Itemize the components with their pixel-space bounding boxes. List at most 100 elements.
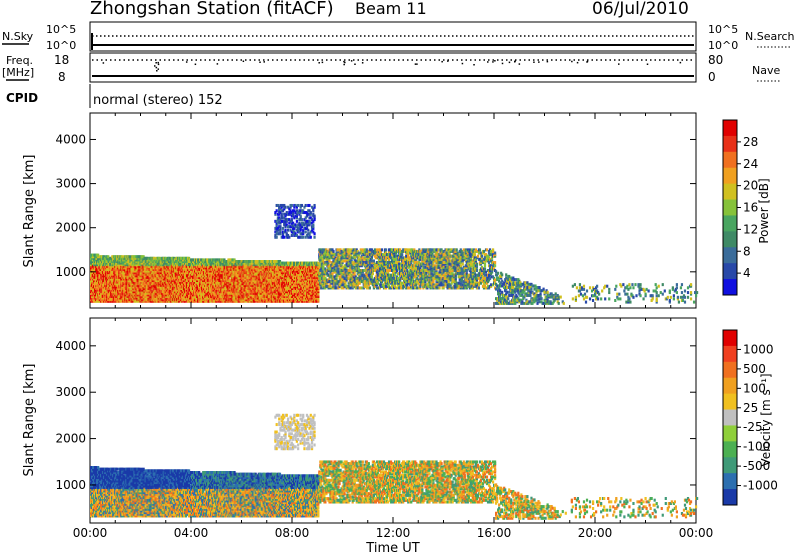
- range-cell: [114, 296, 117, 300]
- range-cell: [98, 260, 101, 263]
- range-cell: [127, 299, 130, 303]
- nave-dot: [576, 61, 579, 64]
- nave-dot: [259, 61, 261, 63]
- range-cell: [141, 272, 144, 276]
- range-cell: [104, 279, 107, 283]
- range-cell: [109, 296, 112, 300]
- range-cell: [113, 280, 116, 284]
- nsky-label: N.Sky: [2, 30, 34, 43]
- nave-dot: [546, 60, 549, 63]
- nsky-tick-bottom: 10^0: [46, 39, 76, 52]
- nave-dot: [242, 60, 245, 63]
- nave-dot: [494, 60, 496, 62]
- nsearch-label: N.Search: [745, 30, 795, 43]
- range-cell: [142, 291, 145, 295]
- range-cell: [96, 282, 99, 286]
- range-cell: [148, 285, 151, 289]
- range-cell: [91, 269, 94, 273]
- range-cell: [135, 256, 138, 260]
- nave-dot: [441, 60, 443, 63]
- range-cell: [128, 285, 131, 289]
- nave-dot: [586, 61, 588, 63]
- nave-dot: [194, 63, 197, 66]
- range-cell: [129, 261, 132, 265]
- range-cell: [95, 298, 98, 302]
- range-cell: [148, 287, 151, 290]
- range-cell: [139, 272, 142, 276]
- range-cell: [92, 264, 95, 268]
- range-cell: [108, 277, 111, 281]
- nave-dot: [156, 70, 158, 72]
- range-cell: [136, 280, 139, 284]
- range-cell: [133, 264, 136, 268]
- nave-dot: [321, 61, 324, 64]
- nave-dot: [492, 61, 494, 63]
- range-cell: [115, 266, 118, 270]
- range-cell: [97, 256, 100, 260]
- nsearch-tick-bottom: 10^0: [708, 39, 738, 52]
- range-cell: [96, 272, 99, 276]
- range-cell: [147, 279, 150, 283]
- range-cell: [128, 263, 131, 267]
- range-cell: [110, 277, 113, 281]
- range-cell: [114, 290, 117, 294]
- range-cell: [152, 288, 155, 292]
- range-cell: [140, 263, 143, 267]
- range-cell: [150, 298, 153, 302]
- range-cell: [142, 255, 145, 259]
- range-cell: [121, 255, 124, 259]
- date-label: 06/Jul/2010: [592, 0, 689, 19]
- range-cell: [144, 296, 147, 300]
- range-cell: [136, 277, 139, 281]
- range-cell: [149, 290, 152, 294]
- range-cell: [109, 279, 112, 283]
- range-cell: [116, 271, 119, 275]
- range-cell: [134, 299, 137, 303]
- nave-dot: [538, 61, 540, 63]
- nave-scatter: [102, 60, 682, 72]
- range-cell: [111, 274, 114, 278]
- nave-dot: [263, 61, 265, 63]
- nave-dot: [533, 61, 535, 63]
- range-cell: [104, 256, 107, 260]
- range-cell: [97, 294, 100, 298]
- range-cell: [128, 266, 131, 270]
- range-cell: [99, 274, 102, 278]
- range-cell: [127, 275, 130, 279]
- range-cell: [94, 271, 97, 275]
- nsky-tick-top: 10^5: [46, 23, 76, 36]
- nave-dot: [343, 63, 345, 66]
- range-cell: [147, 266, 150, 270]
- freq-panel: [89, 52, 697, 83]
- range-cell: [128, 255, 131, 259]
- range-cell: [91, 280, 94, 284]
- range-cell: [133, 298, 136, 302]
- nave-dot: [155, 62, 157, 64]
- range-cell: [143, 269, 146, 273]
- beam-label: Beam 11: [355, 0, 427, 18]
- range-cell: [91, 294, 94, 298]
- range-cell: [105, 271, 108, 275]
- range-cell: [147, 294, 150, 298]
- range-cell: [119, 275, 122, 279]
- range-cell: [110, 258, 113, 262]
- nave-dot: [473, 63, 475, 66]
- range-cell: [132, 274, 135, 278]
- cpid-label: CPID: [6, 91, 38, 105]
- nave-dot: [216, 63, 219, 65]
- range-cell: [93, 294, 96, 298]
- range-cell: [149, 288, 152, 292]
- nave-dot: [518, 63, 521, 65]
- range-cell: [142, 277, 145, 281]
- nave-dot: [343, 60, 345, 63]
- range-cell: [142, 258, 145, 262]
- freq-tick-top: 18: [54, 53, 69, 67]
- range-cell: [122, 271, 125, 275]
- range-cell: [135, 288, 138, 292]
- range-cell: [149, 271, 152, 275]
- range-cell: [143, 287, 146, 290]
- range-cell: [124, 283, 127, 287]
- range-cell: [97, 255, 100, 259]
- range-cell: [112, 275, 115, 279]
